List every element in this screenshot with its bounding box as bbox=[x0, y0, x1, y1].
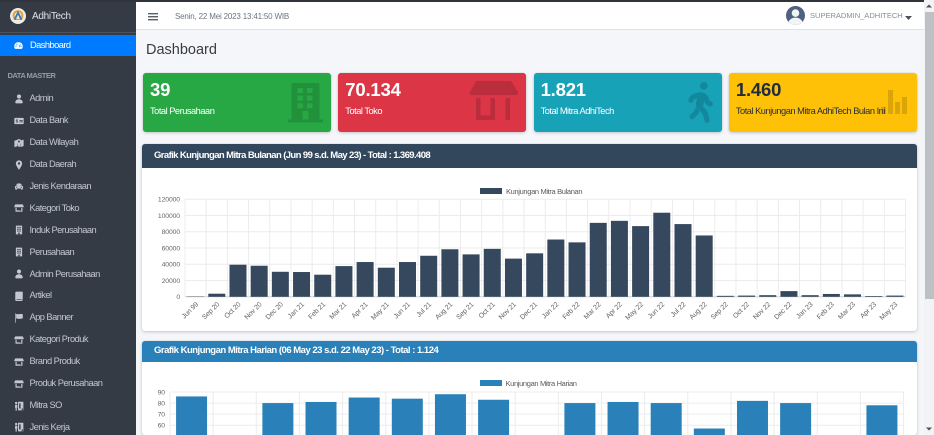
svg-text:Nov 22: Nov 22 bbox=[752, 301, 772, 321]
svg-text:Mar 21: Mar 21 bbox=[329, 301, 349, 321]
svg-text:70: 70 bbox=[158, 411, 166, 418]
svg-text:Dec 21: Dec 21 bbox=[519, 301, 539, 321]
svg-text:Sep 21: Sep 21 bbox=[455, 301, 475, 321]
svg-text:Oct 21: Oct 21 bbox=[478, 301, 497, 320]
svg-text:80000: 80000 bbox=[162, 229, 181, 236]
svg-text:Apr 21: Apr 21 bbox=[351, 301, 370, 320]
svg-text:Aug 21: Aug 21 bbox=[434, 301, 454, 321]
svg-text:60: 60 bbox=[158, 423, 166, 430]
svg-text:20000: 20000 bbox=[162, 277, 181, 284]
svg-text:Mar 23: Mar 23 bbox=[837, 301, 857, 321]
svg-text:Feb 22: Feb 22 bbox=[562, 301, 582, 321]
svg-text:Jan 23: Jan 23 bbox=[795, 301, 814, 320]
svg-text:Apr 22: Apr 22 bbox=[605, 301, 624, 320]
svg-text:Apr 23: Apr 23 bbox=[859, 301, 878, 320]
svg-text:May 23: May 23 bbox=[879, 301, 900, 322]
svg-text:Jul 21: Jul 21 bbox=[416, 301, 434, 319]
svg-text:Jun 99: Jun 99 bbox=[181, 301, 200, 320]
svg-text:Feb 21: Feb 21 bbox=[307, 301, 327, 321]
svg-text:Mar 22: Mar 22 bbox=[583, 301, 603, 321]
svg-text:100000: 100000 bbox=[158, 212, 180, 219]
svg-text:Oct 20: Oct 20 bbox=[223, 301, 242, 320]
svg-text:Sep 22: Sep 22 bbox=[710, 301, 730, 321]
svg-text:90: 90 bbox=[158, 389, 166, 396]
svg-text:0: 0 bbox=[176, 294, 180, 301]
svg-text:Oct 22: Oct 22 bbox=[732, 301, 751, 320]
svg-text:Dec 20: Dec 20 bbox=[265, 301, 285, 321]
svg-text:Jun 21: Jun 21 bbox=[393, 301, 412, 320]
svg-text:120000: 120000 bbox=[158, 196, 180, 203]
svg-text:Dec 22: Dec 22 bbox=[773, 301, 793, 321]
svg-text:Jan 22: Jan 22 bbox=[541, 301, 560, 320]
svg-text:Nov 21: Nov 21 bbox=[498, 301, 518, 321]
svg-text:80: 80 bbox=[158, 400, 166, 407]
svg-text:40000: 40000 bbox=[162, 261, 181, 268]
svg-text:60000: 60000 bbox=[162, 245, 181, 252]
svg-text:Jun 22: Jun 22 bbox=[647, 301, 666, 320]
svg-text:Nov 20: Nov 20 bbox=[244, 301, 264, 321]
svg-text:Aug 22: Aug 22 bbox=[689, 301, 709, 321]
svg-text:May 22: May 22 bbox=[624, 301, 645, 322]
svg-text:Jul 22: Jul 22 bbox=[670, 301, 688, 319]
svg-text:$: $ bbox=[16, 118, 19, 123]
svg-text:May 21: May 21 bbox=[370, 301, 391, 322]
svg-text:Sep 20: Sep 20 bbox=[201, 301, 221, 321]
svg-text:Feb 23: Feb 23 bbox=[816, 301, 836, 321]
svg-text:Jan 21: Jan 21 bbox=[287, 301, 306, 320]
